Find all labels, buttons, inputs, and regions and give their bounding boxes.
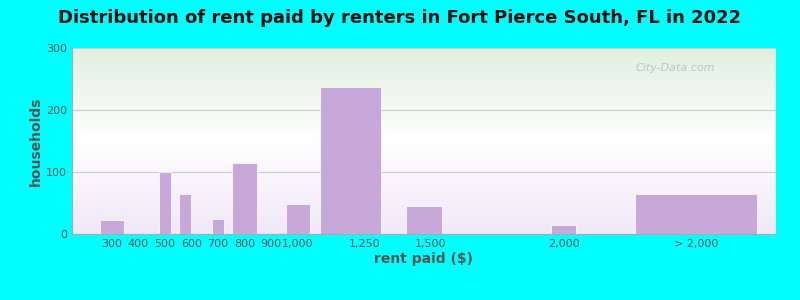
X-axis label: rent paid ($): rent paid ($) xyxy=(374,252,474,266)
Bar xyxy=(100,220,124,234)
Text: City-Data.com: City-Data.com xyxy=(635,63,714,73)
Bar xyxy=(635,194,758,234)
Bar xyxy=(233,163,257,234)
Bar xyxy=(159,172,171,234)
Y-axis label: households: households xyxy=(30,96,43,186)
Bar xyxy=(406,206,442,234)
Bar xyxy=(286,204,310,234)
Bar xyxy=(212,218,224,234)
Bar xyxy=(551,225,576,234)
Bar xyxy=(178,194,191,234)
Text: Distribution of rent paid by renters in Fort Pierce South, FL in 2022: Distribution of rent paid by renters in … xyxy=(58,9,742,27)
Bar xyxy=(320,87,382,234)
